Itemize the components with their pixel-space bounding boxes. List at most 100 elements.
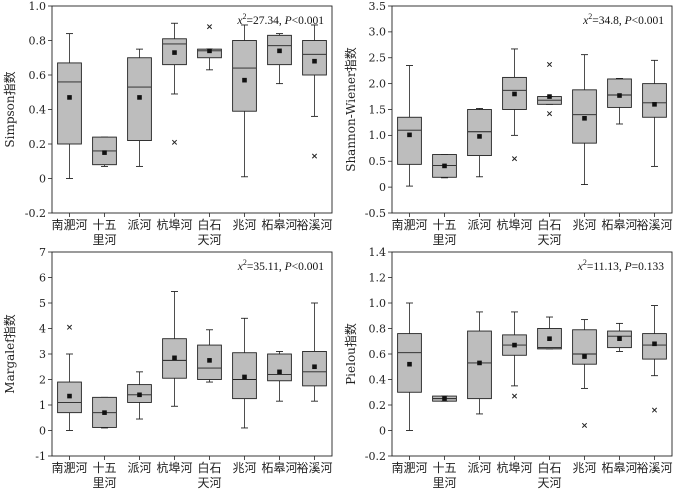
chart-panel-2: -0.5 0 0.5 1.0 1.5 2.0 2.5 3.0 3.5 Shannon-Wiener… xyxy=(343,0,673,247)
x-category-label: 白石 xyxy=(537,217,561,232)
stat-chi-value: 11.13 xyxy=(593,261,619,273)
box-4 xyxy=(162,22,187,145)
x-category-label: 南淝河 xyxy=(391,217,427,232)
outlier-stroke xyxy=(651,407,658,413)
y-tick-label: 3.0 xyxy=(369,26,387,39)
mean-marker xyxy=(102,150,107,155)
box-3 xyxy=(127,371,152,420)
y-tick-label: 1.5 xyxy=(369,103,387,116)
y-tick-label: 3.5 xyxy=(369,0,387,13)
mean-marker xyxy=(652,341,657,347)
box-6 xyxy=(232,317,257,429)
box-5 xyxy=(197,329,222,383)
outlier-stroke xyxy=(511,156,518,162)
mean-marker xyxy=(512,342,517,348)
x-category-label: 十五 xyxy=(92,218,116,232)
box-iqr xyxy=(302,40,327,76)
mean-marker xyxy=(67,95,72,100)
stat-annotation: x2=27.34, P<0.001 xyxy=(236,12,324,27)
stat-p-operator: = xyxy=(632,261,639,273)
x-category-label: 裕溪河 xyxy=(296,460,332,475)
y-tick-label: -0.5 xyxy=(365,207,386,220)
stat-p-symbol: P xyxy=(624,15,632,27)
x-category-label: 杭埠河 xyxy=(496,217,532,232)
box-iqr xyxy=(397,116,422,165)
x-category-label: 十五 xyxy=(432,218,456,232)
x-category-label: 里河 xyxy=(432,233,456,247)
x-category-label: 南淝河 xyxy=(51,217,87,232)
stat-equals: = xyxy=(247,261,254,273)
x-category-label: 白石 xyxy=(537,460,561,475)
y-tick-label: 0.4 xyxy=(369,373,387,386)
mean-marker xyxy=(207,358,212,363)
x-category-label: 柘皋河 xyxy=(601,460,637,475)
stat-chi-symbol: x xyxy=(582,15,589,27)
mean-marker xyxy=(137,392,142,398)
box-6 xyxy=(572,319,597,428)
y-tick-label: 0 xyxy=(39,424,46,437)
y-tick-label: 5 xyxy=(39,297,46,310)
box-1 xyxy=(397,65,422,187)
y-tick-label: 0.8 xyxy=(369,322,387,335)
y-tick-label: 0.6 xyxy=(369,348,387,361)
mean-marker xyxy=(242,77,247,83)
x-category-label: 兆河 xyxy=(232,218,256,232)
outlier-marker xyxy=(546,61,553,68)
mean-marker xyxy=(102,410,107,415)
x-category-label: 派河 xyxy=(467,461,491,475)
box-6 xyxy=(232,24,257,178)
outlier-stroke xyxy=(171,139,178,145)
stat-chi-value: 35.11 xyxy=(253,261,279,273)
mean-marker xyxy=(582,115,587,121)
box-iqr xyxy=(572,329,597,365)
outlier-stroke xyxy=(66,324,73,330)
x-category-label: 里河 xyxy=(92,233,116,247)
stat-equals: = xyxy=(592,15,599,27)
x-category-label: 杭埠河 xyxy=(156,217,192,232)
x-category-label: 杭埠河 xyxy=(156,460,192,475)
stat-equals: = xyxy=(246,15,253,27)
stat-chi-exponent: 2 xyxy=(243,258,247,267)
stat-chi-value: 34.8 xyxy=(599,15,619,27)
box-7 xyxy=(607,77,632,125)
x-category-label: 里河 xyxy=(92,476,116,490)
stat-separator: , xyxy=(279,15,285,27)
x-category-label: 裕溪河 xyxy=(636,217,672,232)
mean-marker xyxy=(512,91,517,97)
stat-separator: , xyxy=(619,15,625,27)
box-3 xyxy=(467,108,492,178)
y-tick-label: 1.2 xyxy=(369,271,387,284)
mean-marker xyxy=(407,132,412,138)
x-category-label: 南淝河 xyxy=(391,460,427,475)
mean-marker xyxy=(442,163,447,169)
x-category-label: 杭埠河 xyxy=(496,460,532,475)
box-7 xyxy=(267,33,292,85)
mean-marker xyxy=(547,336,552,341)
mean-marker xyxy=(172,50,177,55)
box-4 xyxy=(502,311,527,399)
box-8 xyxy=(302,24,327,159)
box-iqr xyxy=(642,333,667,360)
stat-p-value: 0.001 xyxy=(298,15,324,27)
stat-annotation: x2=35.11, P<0.001 xyxy=(237,258,324,273)
mean-marker xyxy=(582,354,587,359)
y-tick-label: 7 xyxy=(39,246,46,259)
stat-chi-symbol: x xyxy=(236,15,243,27)
y-tick-label: 0 xyxy=(379,181,386,194)
box-4 xyxy=(162,291,187,407)
x-category-label: 里河 xyxy=(432,476,456,490)
box-2 xyxy=(92,396,117,429)
box-iqr xyxy=(57,62,82,145)
stat-separator: , xyxy=(619,261,625,273)
box-3 xyxy=(127,48,152,167)
box-7 xyxy=(267,351,292,402)
box-1 xyxy=(57,33,82,179)
stat-p-operator: < xyxy=(292,261,299,273)
x-category-label: 天河 xyxy=(197,233,221,247)
mean-marker xyxy=(242,374,247,380)
stat-annotation: x2=34.8, P<0.001 xyxy=(582,12,664,27)
x-category-label: 天河 xyxy=(537,233,561,247)
stat-chi-symbol: x xyxy=(577,261,584,273)
box-2 xyxy=(432,395,457,402)
